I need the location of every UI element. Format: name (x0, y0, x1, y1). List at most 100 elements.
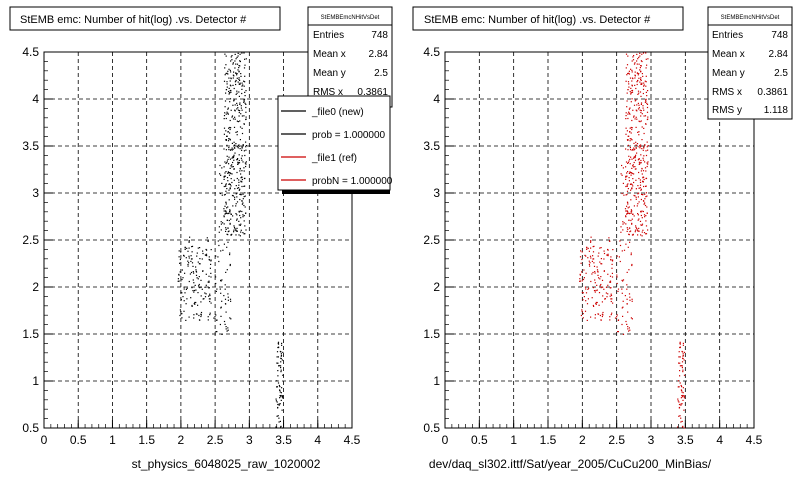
data-point (633, 161, 635, 164)
data-point (639, 81, 641, 83)
data-point (602, 295, 604, 297)
data-point (229, 210, 231, 212)
data-point (227, 231, 229, 233)
data-point (224, 53, 226, 55)
data-point (245, 146, 247, 148)
data-point (594, 317, 596, 319)
data-point (590, 240, 592, 242)
data-point (631, 300, 633, 302)
data-point (241, 155, 243, 157)
data-point (233, 126, 236, 128)
data-point (641, 53, 643, 55)
data-point (677, 426, 679, 428)
data-point (205, 273, 207, 275)
data-point (679, 362, 681, 364)
data-point (629, 149, 632, 151)
data-point (183, 310, 185, 312)
data-point (205, 293, 207, 295)
data-point (645, 100, 647, 102)
data-point (641, 60, 643, 63)
data-point (276, 415, 278, 417)
data-point (224, 284, 226, 286)
data-point (193, 289, 196, 292)
data-point (645, 75, 647, 77)
stats-label: Mean x (313, 49, 346, 60)
data-point (629, 140, 631, 142)
data-point (603, 258, 605, 260)
data-point (223, 166, 225, 168)
data-point (231, 166, 233, 168)
data-point (647, 163, 649, 165)
data-point (611, 272, 613, 274)
data-point (592, 258, 594, 260)
data-point (631, 223, 633, 225)
data-point (202, 298, 204, 300)
data-point (609, 316, 611, 318)
data-point (231, 149, 233, 151)
data-point (683, 374, 686, 376)
data-point (679, 375, 681, 377)
data-point (239, 120, 241, 122)
data-point (279, 365, 281, 367)
data-point (239, 198, 241, 201)
data-point (226, 233, 228, 235)
data-point (244, 154, 246, 157)
data-point (229, 126, 231, 129)
data-point (239, 79, 241, 81)
data-point (630, 189, 632, 191)
data-point (641, 223, 644, 225)
data-point (188, 262, 190, 264)
data-point (635, 147, 637, 149)
data-point (226, 246, 228, 248)
data-point (214, 316, 216, 318)
data-point (206, 249, 208, 251)
data-point (235, 131, 237, 133)
data-point (616, 274, 618, 276)
data-point (209, 314, 211, 316)
data-point (230, 127, 232, 129)
data-point (580, 262, 582, 264)
x-tick-label: 3 (648, 433, 655, 447)
data-point (199, 287, 201, 289)
data-point (589, 262, 591, 264)
data-point (216, 319, 218, 321)
legend-entry: _file1 (ref) (311, 153, 357, 164)
data-point (228, 90, 230, 93)
data-point (626, 303, 628, 305)
data-point (638, 227, 640, 229)
data-point (237, 55, 239, 57)
data-point (646, 95, 648, 97)
left-data-points (177, 52, 284, 429)
data-point (679, 346, 681, 348)
data-point (225, 184, 227, 186)
data-point (635, 144, 637, 146)
data-point (607, 253, 609, 255)
data-point (228, 147, 230, 149)
data-point (635, 99, 637, 101)
data-point (602, 311, 604, 314)
data-point (634, 166, 636, 168)
data-point (279, 389, 281, 392)
data-point (239, 224, 241, 226)
data-point (629, 113, 631, 115)
data-point (236, 104, 238, 106)
data-point (587, 298, 589, 300)
data-point (590, 241, 592, 243)
data-point (277, 415, 279, 417)
data-point (210, 276, 212, 278)
data-point (197, 278, 199, 280)
data-point (682, 396, 684, 398)
data-point (238, 184, 240, 186)
data-point (193, 291, 195, 293)
data-point (682, 351, 684, 353)
data-point (607, 255, 609, 257)
data-point (198, 285, 200, 287)
data-point (600, 258, 602, 260)
stats-value: 748 (371, 30, 388, 41)
data-point (640, 234, 642, 236)
data-point (235, 72, 237, 74)
data-point (230, 89, 232, 92)
data-point (229, 222, 231, 224)
data-point (589, 265, 591, 267)
